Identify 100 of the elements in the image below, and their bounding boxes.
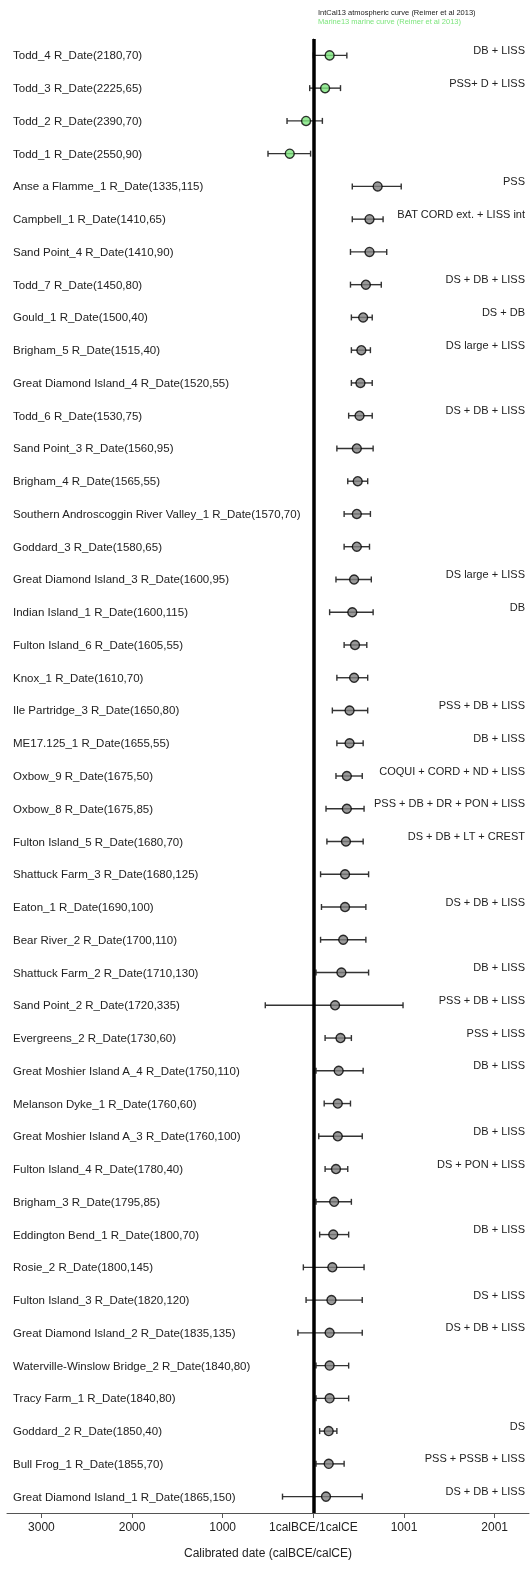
y-tick-label: Fulton Island_4 R_Date(1780,40) — [13, 1163, 184, 1176]
y-tick-label: Knox_1 R_Date(1610,70) — [13, 671, 144, 684]
y2-tick-label: PSS + DB + LISS — [438, 993, 525, 1006]
point — [356, 344, 367, 356]
y2-tick-label: DB + LISS — [473, 1059, 525, 1072]
y2-tick-label: PSS — [502, 174, 525, 187]
point — [324, 1393, 335, 1404]
y-tick-label: Sand Point_4 R_Date(1410,90) — [13, 245, 174, 258]
y2-tick-label: PSS + PSSB + LISS — [424, 1452, 525, 1465]
y2-tick-label: DB + LISS — [473, 1124, 525, 1137]
y-tick-label: Todd_3 R_Date(2225,65) — [13, 82, 143, 95]
y-tick-label: Great Diamond Island_1 R_Date(1865,150) — [13, 1490, 236, 1503]
point — [349, 639, 361, 651]
y-tick-label: Evergreens_2 R_Date(1730,60) — [13, 1032, 177, 1045]
point — [336, 967, 347, 978]
y-tick-label: Oxbow_8 R_Date(1675,85) — [13, 802, 154, 815]
point — [323, 1458, 334, 1470]
point — [329, 1000, 341, 1011]
point — [333, 1065, 344, 1076]
x-axis-title: Calibrated date (calBCE/calCE) — [183, 1546, 353, 1560]
y-tick-label: Great Moshier Island A_4 R_Date(1750,110) — [13, 1064, 240, 1077]
point — [351, 443, 363, 454]
y-tick-label: Gould_1 R_Date(1500,40) — [13, 311, 149, 324]
y2-tick-label: DS + DB + LISS — [445, 273, 525, 286]
y-tick-label: Fulton Island_5 R_Date(1680,70) — [13, 835, 184, 848]
y-tick-label: Anse a Flamme_1 R_Date(1335,115) — [13, 180, 204, 193]
y2-tick-label: PSS + LISS — [466, 1026, 525, 1039]
y-tick-label: Waterville-Winslow Bridge_2 R_Date(1840,80) — [13, 1359, 251, 1372]
y-tick-label: Great Diamond Island_2 R_Date(1835,135) — [13, 1326, 236, 1339]
x-tick-label: 1000 — [209, 1520, 237, 1534]
y-tick-label: Indian Island_1 R_Date(1600,115) — [13, 606, 189, 619]
y-tick-label: Todd_7 R_Date(1450,80) — [13, 278, 143, 291]
y2-tick-label: PSS + DB + DR + PON + LISS — [373, 797, 525, 810]
y-tick-label: Melanson Dyke_1 R_Date(1760,60) — [13, 1097, 197, 1110]
x-tick-label: 1001 — [390, 1520, 418, 1534]
y2-tick-label: DS + DB + LISS — [445, 404, 525, 417]
y-tick-label: Oxbow_9 R_Date(1675,50) — [13, 770, 154, 782]
y-tick-label: Fulton Island_3 R_Date(1820,120) — [13, 1294, 190, 1307]
y-tick-label: Brigham_5 R_Date(1515,40) — [13, 344, 161, 357]
y-tick-label: Great Diamond Island_3 R_Date(1600,95) — [13, 573, 230, 586]
point — [319, 82, 331, 94]
y-tick-label: Ile Partridge_3 R_Date(1650,80) — [13, 704, 180, 717]
y2-tick-label: DB + LISS — [473, 43, 525, 56]
y-tick-label: Todd_4 R_Date(2180,70) — [13, 49, 143, 62]
y2-tick-label: DB + LISS — [473, 731, 525, 744]
y-tick-label: Todd_2 R_Date(2390,70) — [13, 114, 143, 127]
y2-tick-label: BAT CORD ext. + LISS int — [397, 207, 525, 220]
y2-tick-label: DS — [509, 1419, 525, 1432]
y-tick-label: Campbell_1 R_Date(1410,65) — [13, 213, 166, 226]
point — [330, 1163, 342, 1175]
y2-tick-label: DS + DB + LISS — [445, 1321, 525, 1334]
y-tick-label: Southern Androscoggin River Valley_1 R_Date(1570,70) — [13, 507, 301, 520]
y2-tick-label: DS + DB + LT + CREST — [407, 830, 526, 843]
y-tick-label: Todd_1 R_Date(2550,90) — [13, 147, 143, 160]
point — [360, 279, 372, 290]
y2-tick-label: DS + DB + LISS — [445, 1485, 525, 1498]
y2-tick-label: DS + DB — [481, 305, 525, 318]
x-tick-label: 3000 — [28, 1520, 56, 1534]
point — [354, 410, 365, 421]
y-tick-label: ME17.125_1 R_Date(1655,55) — [13, 737, 170, 750]
y-tick-label: Bull Frog_1 R_Date(1855,70) — [13, 1457, 164, 1470]
point — [327, 1262, 338, 1273]
y-tick-label: Sand Point_2 R_Date(1720,335) — [13, 999, 181, 1012]
point — [357, 312, 369, 323]
y2-tick-label: DS + LISS — [473, 1288, 525, 1301]
point — [341, 770, 353, 782]
y2-tick-label: DB + LISS — [473, 1223, 525, 1236]
point — [339, 901, 351, 913]
point — [323, 1425, 334, 1437]
y-tick-label: Great Moshier Island A_3 R_Date(1760,100) — [13, 1130, 241, 1143]
y2-tick-label: COQUI + CORD + ND + LISS — [379, 764, 525, 777]
point — [355, 377, 366, 389]
point — [351, 508, 363, 520]
point — [320, 1491, 332, 1502]
point — [328, 1196, 340, 1208]
y2-tick-label: DS large + LISS — [445, 338, 525, 351]
point — [326, 1294, 337, 1306]
x-tick-label: 1calBCE/1calCE — [268, 1520, 358, 1534]
y-tick-label: Brigham_3 R_Date(1795,85) — [13, 1195, 161, 1208]
point — [372, 181, 383, 192]
y-tick-label: Shattuck Farm_3 R_Date(1680,125) — [13, 868, 199, 881]
y-tick-label: Bear River_2 R_Date(1700,110) — [13, 933, 178, 946]
y-tick-label: Brigham_4 R_Date(1565,55) — [13, 475, 161, 488]
point — [324, 1360, 335, 1371]
point — [341, 803, 353, 814]
y2-tick-label: DB + LISS — [473, 961, 525, 974]
y2-tick-label: DB — [509, 600, 525, 613]
point — [344, 705, 355, 716]
point — [351, 541, 363, 552]
point — [284, 148, 295, 159]
y-tick-label: Goddard_3 R_Date(1580,65) — [13, 540, 163, 553]
point — [332, 1131, 343, 1142]
x-tick-label: 2001 — [481, 1520, 509, 1534]
point — [324, 1327, 335, 1339]
point — [352, 476, 363, 487]
y-tick-label: Great Diamond Island_4 R_Date(1520,55) — [13, 376, 230, 389]
point — [364, 213, 375, 225]
point — [300, 115, 312, 127]
point — [324, 50, 335, 61]
y2-tick-label: DS + PON + LISS — [436, 1157, 525, 1170]
